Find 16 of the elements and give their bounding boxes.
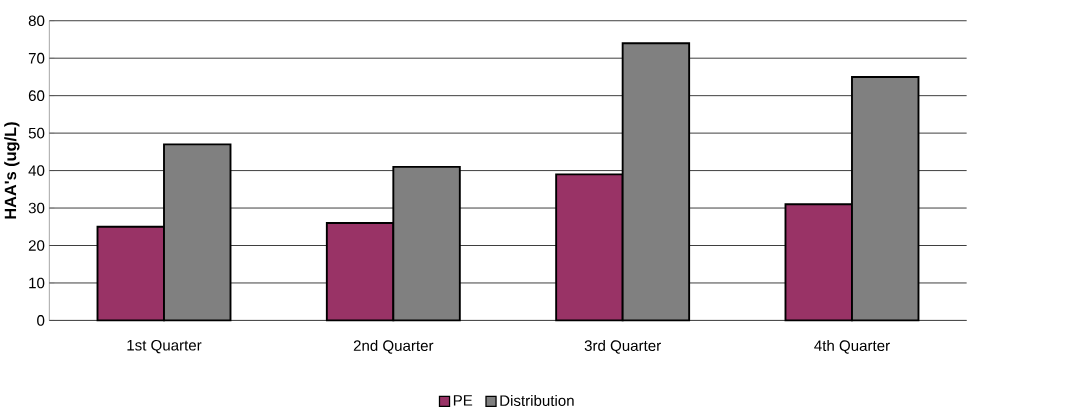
y-tick-label: 60 bbox=[28, 90, 45, 102]
legend-label: PE bbox=[453, 395, 473, 406]
x-tick-label: 3rd Quarter bbox=[584, 340, 661, 354]
y-tick-label: 10 bbox=[29, 277, 45, 289]
y-tick-label: 30 bbox=[28, 202, 45, 214]
y-tick-label: 40 bbox=[28, 165, 45, 177]
x-tick-label: 1st Quarter bbox=[127, 340, 202, 354]
y-axis-title: HAA's (ug/L) bbox=[4, 122, 20, 219]
y-tick-label: 20 bbox=[28, 240, 45, 251]
y-tick-label: 0 bbox=[37, 315, 45, 326]
y-tick-label: 50 bbox=[28, 127, 45, 139]
y-tick-label: 70 bbox=[28, 52, 45, 64]
x-tick-label: 4th Quarter bbox=[814, 340, 890, 354]
x-tick-label: 2nd Quarter bbox=[353, 340, 434, 354]
y-tick-label: 80 bbox=[28, 15, 45, 27]
legend-label: Distribution bbox=[500, 395, 574, 407]
